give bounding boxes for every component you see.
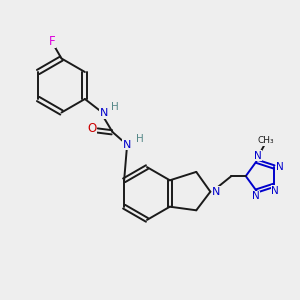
Text: H: H: [136, 134, 143, 144]
Text: N: N: [276, 162, 284, 172]
Text: H: H: [111, 102, 119, 112]
Text: O: O: [88, 122, 97, 136]
Text: CH₃: CH₃: [257, 136, 274, 146]
Text: N: N: [100, 108, 108, 118]
Text: N: N: [254, 151, 262, 161]
Text: N: N: [212, 187, 220, 197]
Text: N: N: [123, 140, 131, 150]
Text: N: N: [271, 186, 279, 196]
Text: F: F: [49, 34, 55, 48]
Text: N: N: [252, 191, 260, 201]
